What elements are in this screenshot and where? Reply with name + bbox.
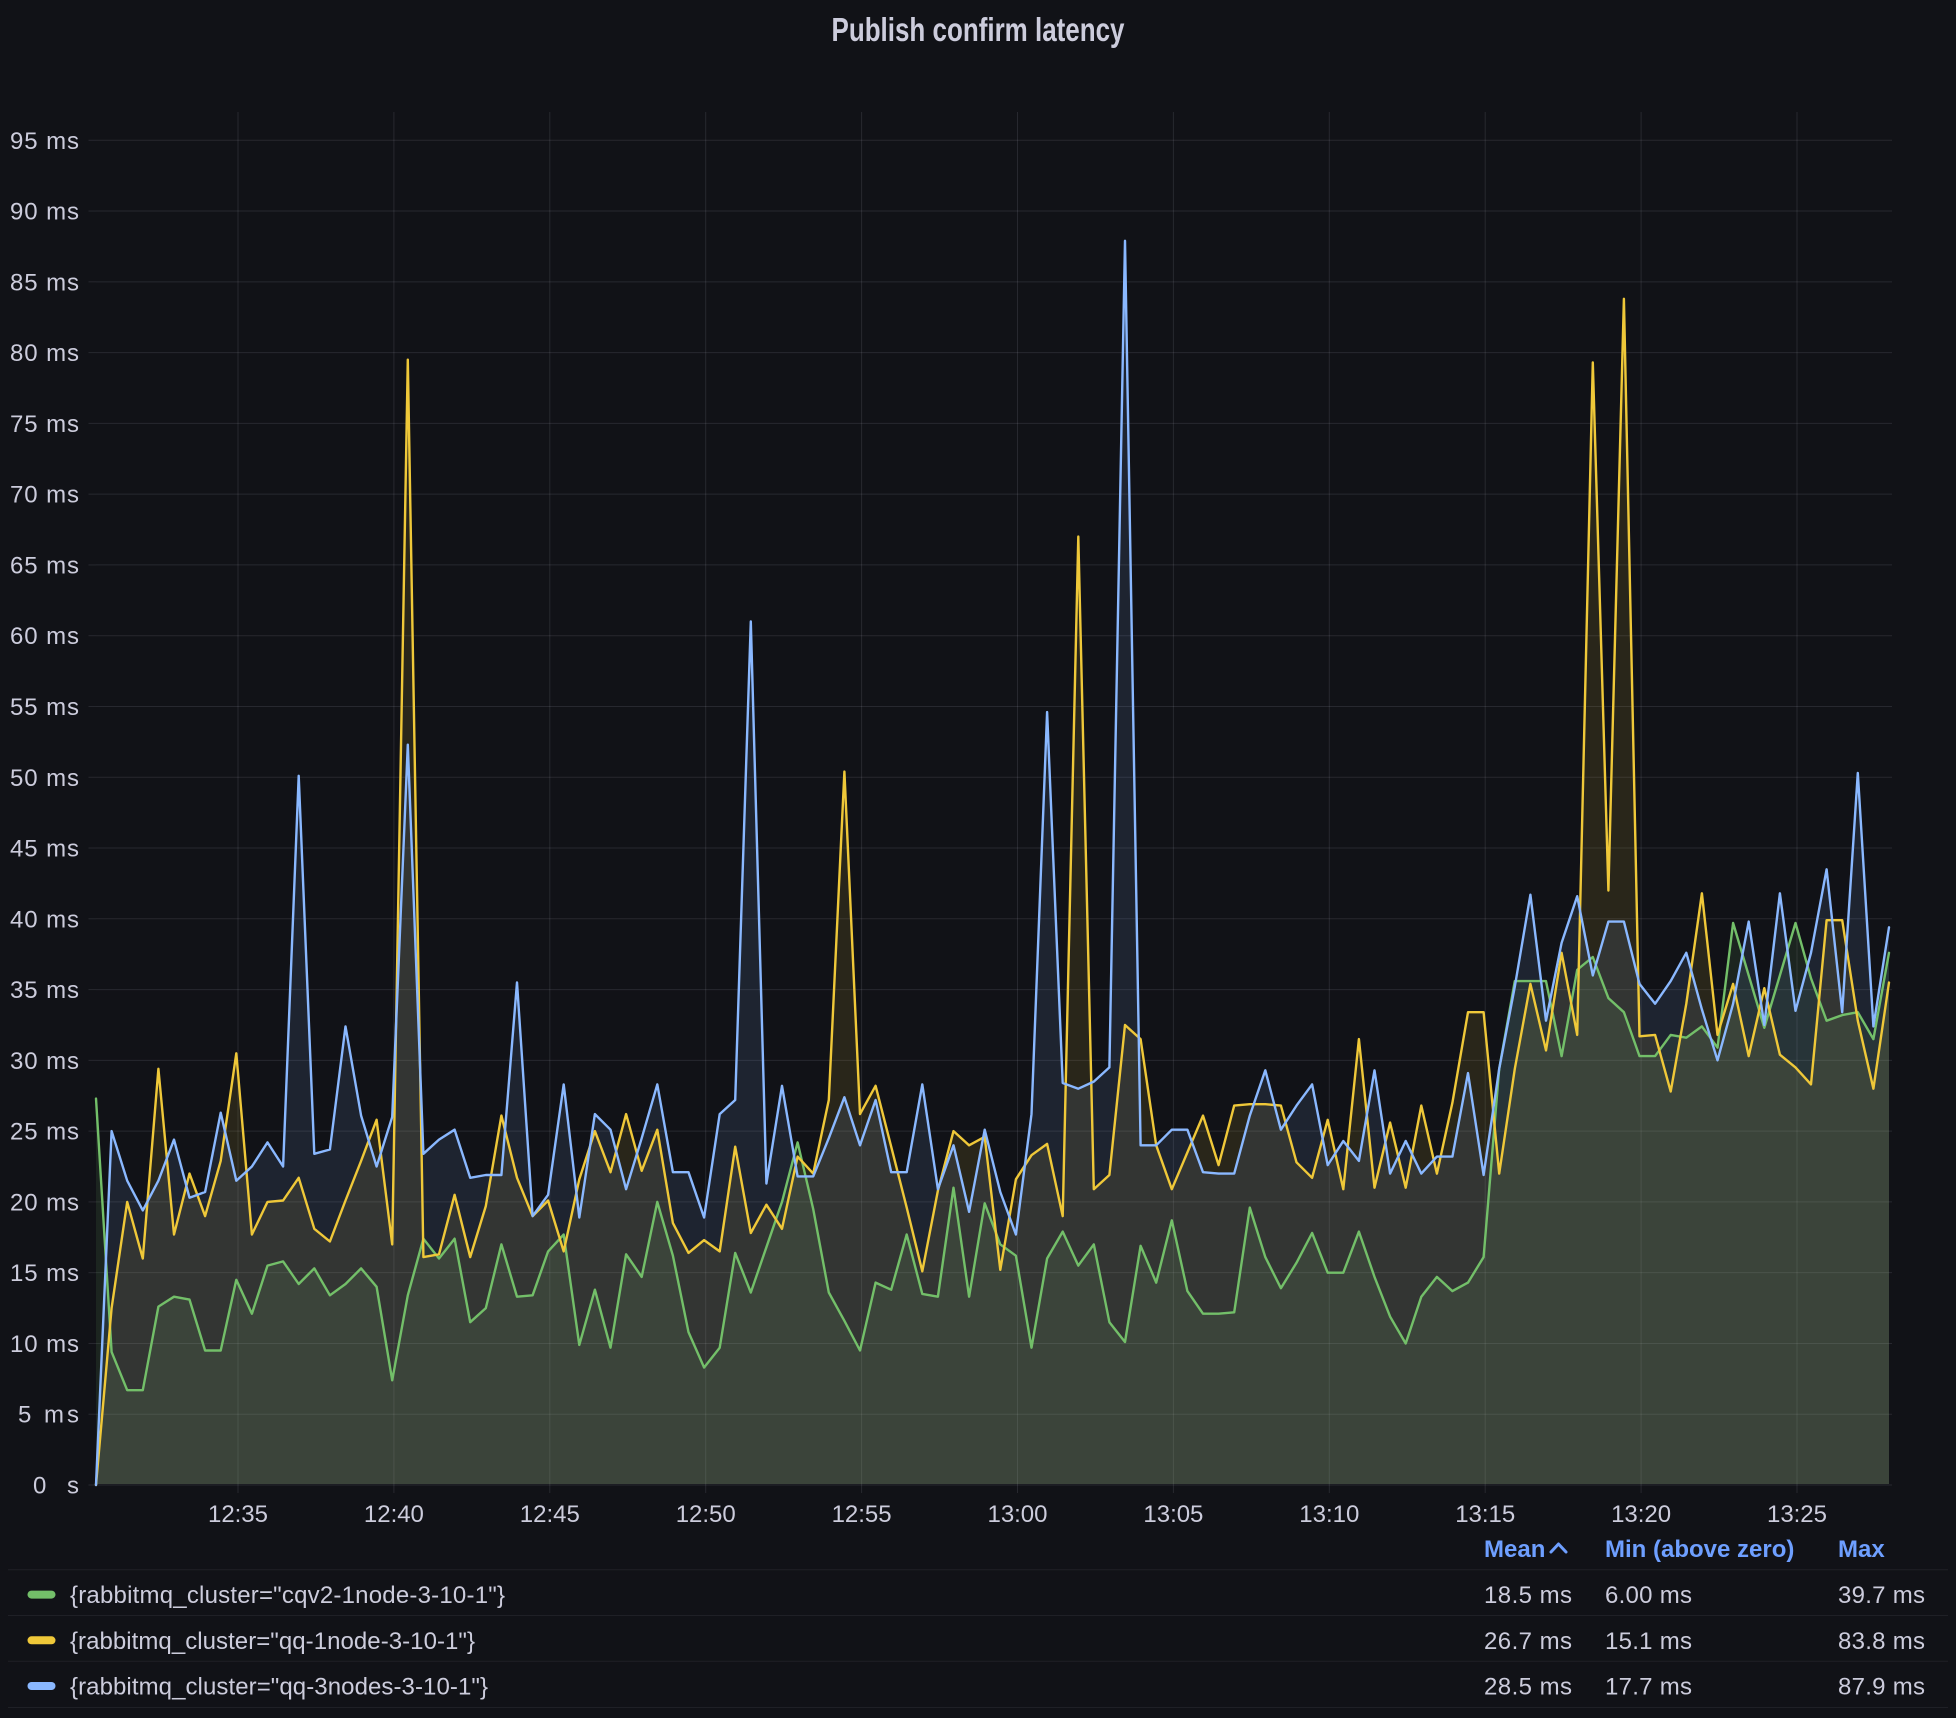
svg-text:45 ms: 45 ms (10, 836, 79, 863)
svg-text:17.7 ms: 17.7 ms (1605, 1674, 1692, 1701)
svg-text:6.00 ms: 6.00 ms (1605, 1582, 1692, 1609)
svg-text:87.9 ms: 87.9 ms (1838, 1674, 1925, 1701)
svg-text:20 ms: 20 ms (10, 1189, 79, 1216)
svg-text:25 ms: 25 ms (10, 1119, 79, 1146)
svg-text:5 ms: 5 ms (18, 1402, 79, 1429)
svg-text:{rabbitmq_cluster="qq-1node-3-: {rabbitmq_cluster="qq-1node-3-10-1"} (70, 1628, 475, 1655)
svg-text:70 ms: 70 ms (10, 482, 79, 509)
svg-text:13:20: 13:20 (1611, 1501, 1671, 1528)
svg-text:13:25: 13:25 (1767, 1501, 1827, 1528)
svg-text:12:55: 12:55 (832, 1501, 892, 1528)
svg-text:13:10: 13:10 (1299, 1501, 1359, 1528)
svg-text:{rabbitmq_cluster="cqv2-1node-: {rabbitmq_cluster="cqv2-1node-3-10-1"} (70, 1582, 505, 1609)
svg-text:13:00: 13:00 (988, 1501, 1048, 1528)
svg-text:65 ms: 65 ms (10, 552, 79, 579)
svg-text:10 ms: 10 ms (10, 1331, 79, 1358)
svg-text:80 ms: 80 ms (10, 340, 79, 367)
svg-text:28.5 ms: 28.5 ms (1484, 1674, 1572, 1701)
svg-text:Mean: Mean (1484, 1536, 1545, 1563)
svg-text:12:50: 12:50 (676, 1501, 736, 1528)
svg-text:18.5 ms: 18.5 ms (1484, 1582, 1572, 1609)
svg-text:12:40: 12:40 (364, 1501, 424, 1528)
svg-text:15.1 ms: 15.1 ms (1605, 1628, 1692, 1655)
svg-text:95 ms: 95 ms (10, 128, 79, 155)
svg-text:0 s: 0 s (33, 1473, 79, 1500)
svg-text:40 ms: 40 ms (10, 906, 79, 933)
svg-text:35 ms: 35 ms (10, 977, 79, 1004)
svg-text:60 ms: 60 ms (10, 623, 79, 650)
svg-text:Max: Max (1838, 1536, 1885, 1563)
svg-text:39.7 ms: 39.7 ms (1838, 1582, 1925, 1609)
svg-text:15 ms: 15 ms (10, 1260, 79, 1287)
svg-text:50 ms: 50 ms (10, 765, 79, 792)
svg-text:55 ms: 55 ms (10, 694, 79, 721)
svg-text:85 ms: 85 ms (10, 269, 79, 296)
svg-text:26.7 ms: 26.7 ms (1484, 1628, 1572, 1655)
svg-text:13:15: 13:15 (1455, 1501, 1515, 1528)
svg-text:12:45: 12:45 (520, 1501, 580, 1528)
svg-text:90 ms: 90 ms (10, 199, 79, 226)
svg-text:75 ms: 75 ms (10, 411, 79, 438)
svg-text:12:35: 12:35 (208, 1501, 268, 1528)
svg-text:Min (above zero): Min (above zero) (1605, 1536, 1794, 1563)
svg-text:30 ms: 30 ms (10, 1048, 79, 1075)
svg-text:{rabbitmq_cluster="qq-3nodes-3: {rabbitmq_cluster="qq-3nodes-3-10-1"} (70, 1674, 488, 1701)
svg-text:83.8 ms: 83.8 ms (1838, 1628, 1925, 1655)
svg-text:13:05: 13:05 (1143, 1501, 1203, 1528)
svg-text:Publish confirm latency: Publish confirm latency (832, 11, 1126, 48)
